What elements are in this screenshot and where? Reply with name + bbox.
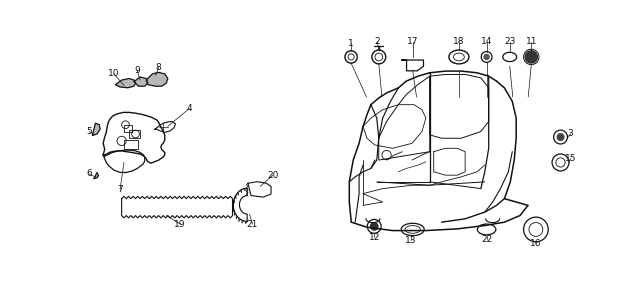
Text: 18: 18 xyxy=(453,37,465,46)
Polygon shape xyxy=(134,77,148,86)
Text: 5: 5 xyxy=(86,127,92,136)
Bar xyxy=(129,130,140,138)
Text: 16: 16 xyxy=(530,239,541,248)
Text: 6: 6 xyxy=(86,170,92,178)
Text: 10: 10 xyxy=(108,69,120,78)
Text: 1: 1 xyxy=(348,39,354,47)
Text: 2: 2 xyxy=(374,37,380,46)
Text: 19: 19 xyxy=(175,219,186,229)
Bar xyxy=(124,125,132,132)
Text: 15: 15 xyxy=(564,154,576,163)
Text: 8: 8 xyxy=(156,63,161,72)
Text: 22: 22 xyxy=(481,235,492,244)
Text: 23: 23 xyxy=(504,37,515,46)
Polygon shape xyxy=(115,78,136,88)
Text: 13: 13 xyxy=(405,236,417,245)
Polygon shape xyxy=(92,123,100,135)
Bar xyxy=(124,140,138,149)
Text: 11: 11 xyxy=(525,37,537,46)
Text: 21: 21 xyxy=(247,219,258,229)
Text: 12: 12 xyxy=(369,233,380,242)
Text: 9: 9 xyxy=(134,65,140,75)
Text: 14: 14 xyxy=(481,37,492,46)
Circle shape xyxy=(484,54,490,60)
Circle shape xyxy=(525,51,538,63)
Polygon shape xyxy=(94,173,99,178)
Text: 20: 20 xyxy=(267,171,278,180)
Text: 3: 3 xyxy=(568,130,573,138)
Circle shape xyxy=(557,134,564,140)
Text: 17: 17 xyxy=(407,37,419,46)
Polygon shape xyxy=(147,72,168,86)
Circle shape xyxy=(371,222,378,230)
Text: 4: 4 xyxy=(187,104,192,113)
Text: 7: 7 xyxy=(117,185,123,194)
